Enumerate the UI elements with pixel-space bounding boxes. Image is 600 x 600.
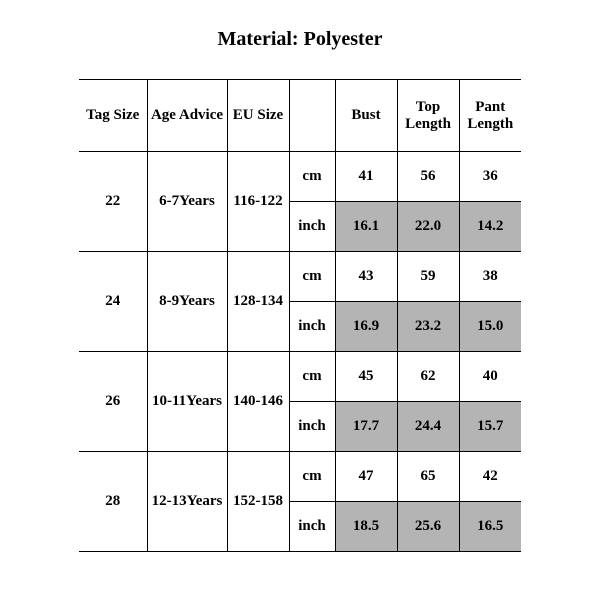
cell-unit: cm [289, 152, 335, 202]
cell-tag-size: 22 [79, 152, 147, 252]
cell-tag-size: 26 [79, 352, 147, 452]
cell-top-length: 59 [397, 252, 459, 302]
col-header-unit [289, 80, 335, 152]
cell-bust: 17.7 [335, 402, 397, 452]
cell-top-length: 23.2 [397, 302, 459, 352]
cell-pant-length: 36 [459, 152, 521, 202]
col-header-pant-length: Pant Length [459, 80, 521, 152]
cell-pant-length: 42 [459, 452, 521, 502]
table-header-row: Tag Size Age Advice EU Size Bust Top Len… [79, 80, 521, 152]
cell-unit: inch [289, 302, 335, 352]
cell-top-length: 62 [397, 352, 459, 402]
cell-eu-size: 116-122 [227, 152, 289, 252]
cell-pant-length: 38 [459, 252, 521, 302]
cell-pant-length: 16.5 [459, 502, 521, 552]
cell-bust: 47 [335, 452, 397, 502]
cell-top-length: 24.4 [397, 402, 459, 452]
table-row: 22 6-7Years 116-122 cm 41 56 36 [79, 152, 521, 202]
cell-bust: 16.1 [335, 202, 397, 252]
col-header-bust: Bust [335, 80, 397, 152]
cell-unit: inch [289, 402, 335, 452]
cell-bust: 16.9 [335, 302, 397, 352]
page-title: Material: Polyester [0, 28, 600, 51]
cell-age-advice: 6-7Years [147, 152, 227, 252]
cell-pant-length: 15.0 [459, 302, 521, 352]
table-row: 26 10-11Years 140-146 cm 45 62 40 [79, 352, 521, 402]
cell-top-length: 25.6 [397, 502, 459, 552]
cell-bust: 45 [335, 352, 397, 402]
cell-pant-length: 40 [459, 352, 521, 402]
cell-age-advice: 12-13Years [147, 452, 227, 552]
cell-eu-size: 140-146 [227, 352, 289, 452]
size-table: Tag Size Age Advice EU Size Bust Top Len… [79, 79, 521, 552]
col-header-eu-size: EU Size [227, 80, 289, 152]
cell-bust: 43 [335, 252, 397, 302]
cell-pant-length: 15.7 [459, 402, 521, 452]
cell-pant-length: 14.2 [459, 202, 521, 252]
cell-age-advice: 8-9Years [147, 252, 227, 352]
cell-top-length: 56 [397, 152, 459, 202]
table-row: 24 8-9Years 128-134 cm 43 59 38 [79, 252, 521, 302]
cell-bust: 18.5 [335, 502, 397, 552]
cell-tag-size: 24 [79, 252, 147, 352]
col-header-tag-size: Tag Size [79, 80, 147, 152]
cell-unit: cm [289, 352, 335, 402]
cell-bust: 41 [335, 152, 397, 202]
cell-top-length: 22.0 [397, 202, 459, 252]
cell-unit: inch [289, 202, 335, 252]
cell-eu-size: 128-134 [227, 252, 289, 352]
cell-age-advice: 10-11Years [147, 352, 227, 452]
table-row: 28 12-13Years 152-158 cm 47 65 42 [79, 452, 521, 502]
cell-unit: cm [289, 252, 335, 302]
cell-unit: cm [289, 452, 335, 502]
cell-unit: inch [289, 502, 335, 552]
col-header-age-advice: Age Advice [147, 80, 227, 152]
cell-top-length: 65 [397, 452, 459, 502]
cell-tag-size: 28 [79, 452, 147, 552]
cell-eu-size: 152-158 [227, 452, 289, 552]
col-header-top-length: Top Length [397, 80, 459, 152]
